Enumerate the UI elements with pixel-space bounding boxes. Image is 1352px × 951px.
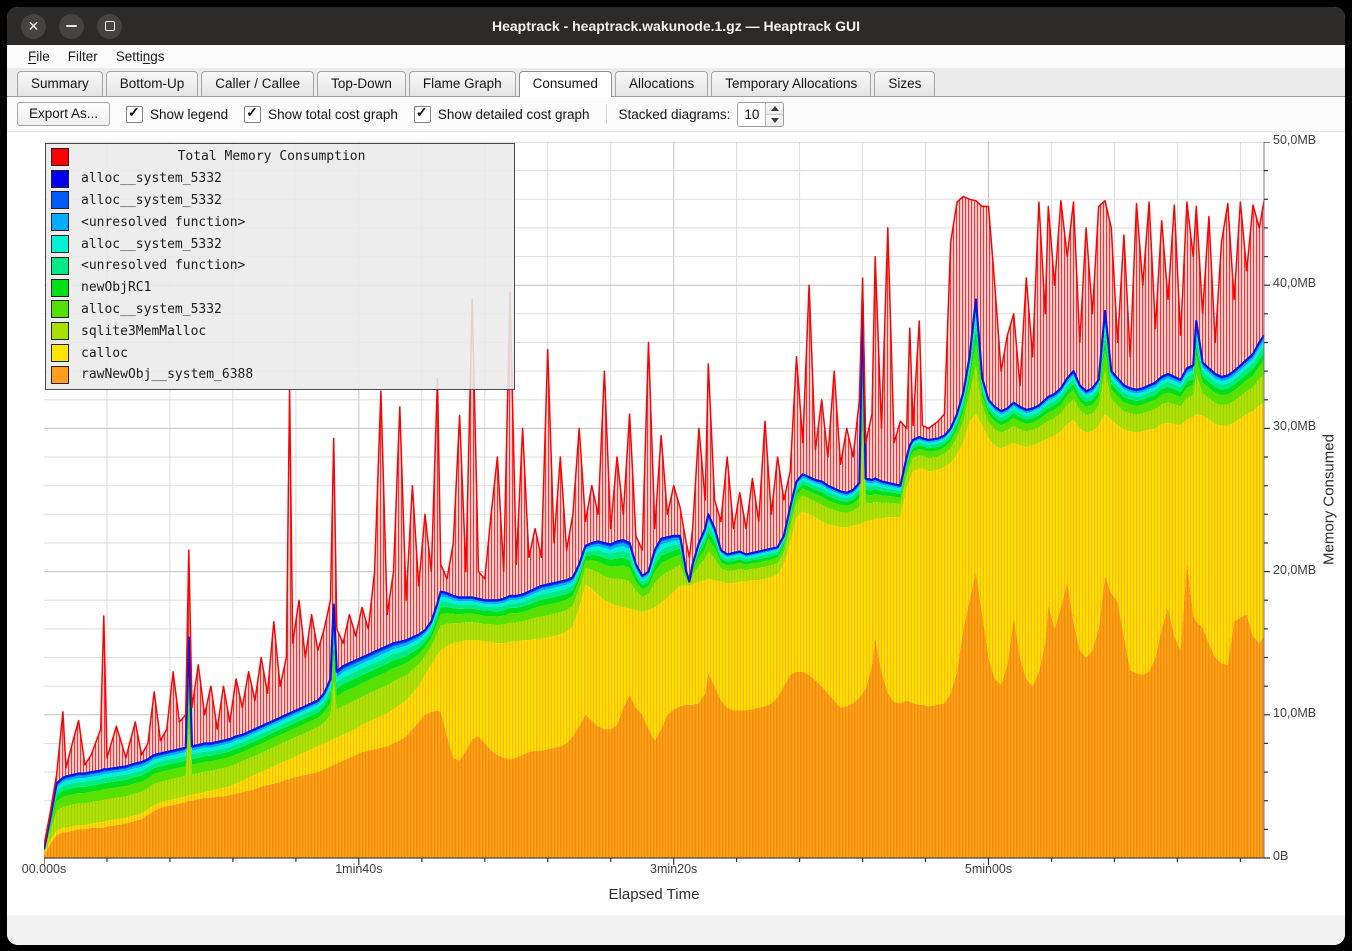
y-tick-label: 20,0MB <box>1273 562 1317 577</box>
arrow-up-icon <box>770 105 779 111</box>
checkbox-group: ✓ Show legend ✓ Show total cost graph ✓ Show … <box>110 103 590 123</box>
check-icon: ✓ <box>415 103 428 120</box>
checkbox-box[interactable]: ✓ <box>413 103 431 123</box>
minimize-button[interactable] <box>59 13 84 39</box>
y-tick-label: 30,0MB <box>1273 419 1317 434</box>
legend-swatch <box>51 169 69 188</box>
toolbar: Export As... ✓ Show legend ✓ Show total cos… <box>7 97 1345 132</box>
stacked-diagrams-spinbox[interactable]: 10 <box>737 101 785 127</box>
legend-swatch <box>51 322 69 341</box>
y-tick-label: 10,0MB <box>1273 705 1317 720</box>
chart-legend: Total Memory Consumption alloc__system_5… <box>45 143 515 390</box>
y-axis-title: Memory Consumed <box>1320 434 1338 565</box>
menu-bar: File Filter Settings <box>7 45 1345 68</box>
legend-swatch <box>51 365 69 384</box>
tab-bottom-up[interactable]: Bottom-Up <box>105 71 199 96</box>
legend-swatch <box>51 256 69 275</box>
arrow-down-icon <box>770 117 779 123</box>
legend-swatch <box>51 278 69 297</box>
checkbox-show-legend[interactable]: ✓ Show legend <box>126 103 229 123</box>
tab-allocations[interactable]: Allocations <box>614 71 709 96</box>
legend-label: newObjRC1 <box>81 280 152 296</box>
spin-up-button[interactable] <box>766 102 784 115</box>
tab-sizes[interactable]: Sizes <box>874 71 936 96</box>
check-icon: ✓ <box>246 103 258 120</box>
y-tick-label: 0B <box>1273 849 1289 863</box>
legend-label: alloc__system_5332 <box>81 171 222 187</box>
window-controls: ✕ <box>21 7 122 45</box>
close-button[interactable]: ✕ <box>21 13 46 39</box>
tab-caller-callee[interactable]: Caller / Callee <box>201 71 315 96</box>
legend-swatch <box>51 344 69 363</box>
legend-label: <unresolved function> <box>81 258 246 274</box>
spin-down-button[interactable] <box>766 114 784 126</box>
tab-summary[interactable]: Summary <box>17 71 103 96</box>
legend-item: rawNewObj__system_6388 <box>46 364 514 386</box>
checkbox-label: Show legend <box>150 106 229 122</box>
y-tick-label: 50,0MB <box>1273 133 1317 147</box>
tab-flame-graph[interactable]: Flame Graph <box>408 71 516 96</box>
legend-swatch <box>51 213 69 232</box>
tab-top-down[interactable]: Top-Down <box>317 71 406 96</box>
x-tick-label: 00.000s <box>21 862 67 876</box>
window-title: Heaptrack - heaptrack.wakunode.1.gz — He… <box>491 18 860 34</box>
legend-label: alloc__system_5332 <box>81 301 222 317</box>
y-tick-label: 40,0MB <box>1273 276 1317 291</box>
legend-label: sqlite3MemMalloc <box>81 323 207 339</box>
stacked-diagrams-value[interactable]: 10 <box>738 102 766 126</box>
legend-label: calloc <box>81 345 128 361</box>
legend-item: sqlite3MemMalloc <box>46 320 514 342</box>
legend-title: Total Memory Consumption <box>177 149 366 165</box>
menu-settings[interactable]: Settings <box>115 49 165 64</box>
legend-label: <unresolved function> <box>81 214 246 230</box>
legend-item: calloc <box>46 342 514 364</box>
checkbox-label: Show total cost graph <box>268 106 398 122</box>
window-footer <box>7 915 1345 945</box>
checkbox-show-total-cost-graph[interactable]: ✓ Show total cost graph <box>244 103 398 123</box>
total-memory-swatch <box>51 147 69 166</box>
maximize-button[interactable] <box>97 13 122 39</box>
checkbox-label: Show detailed cost graph <box>437 106 590 122</box>
legend-item: <unresolved function> <box>46 211 514 233</box>
legend-swatch <box>51 235 69 254</box>
close-icon: ✕ <box>27 18 40 34</box>
titlebar[interactable]: ✕ Heaptrack - heaptrack.wakunode.1.gz — … <box>7 7 1345 45</box>
menu-file[interactable]: File <box>28 49 50 64</box>
stacked-diagrams-label: Stacked diagrams: <box>618 106 731 122</box>
heaptrack-window: ✕ Heaptrack - heaptrack.wakunode.1.gz — … <box>7 7 1345 945</box>
minimize-icon <box>66 25 77 27</box>
menu-filter[interactable]: Filter <box>67 49 98 64</box>
toolbar-separator <box>605 104 607 124</box>
legend-label: alloc__system_5332 <box>81 236 222 252</box>
tab-consumed[interactable]: Consumed <box>518 71 612 97</box>
x-tick-label: 3min20s <box>650 862 698 876</box>
legend-swatch <box>51 191 69 210</box>
legend-label: alloc__system_5332 <box>81 192 222 208</box>
legend-item: alloc__system_5332 <box>46 168 514 190</box>
legend-item: newObjRC1 <box>46 277 514 299</box>
legend-item: <unresolved function> <box>46 255 514 277</box>
x-tick-label: 5min00s <box>964 862 1013 876</box>
legend-item: alloc__system_5332 <box>46 233 514 255</box>
export-as-button[interactable]: Export As... <box>17 102 111 126</box>
legend-item: alloc__system_5332 <box>46 299 514 321</box>
consumed-chart-region: 00.000s 1min40s 3min20s 5min00s 0B 10,0MB 20,… <box>7 132 1345 915</box>
checkbox-box[interactable]: ✓ <box>244 103 262 123</box>
tab-temporary-allocations[interactable]: Temporary Allocations <box>711 71 872 96</box>
memory-consumption-chart[interactable] <box>44 142 1270 866</box>
maximize-icon <box>104 21 115 31</box>
tab-bar: Summary Bottom-Up Caller / Callee Top-Down F… <box>7 68 1345 97</box>
legend-swatch <box>51 300 69 319</box>
spinner-buttons <box>765 102 784 126</box>
x-tick-label: 1min40s <box>335 862 383 876</box>
legend-title-row: Total Memory Consumption <box>46 146 514 168</box>
legend-item: alloc__system_5332 <box>46 190 514 212</box>
x-axis-title: Elapsed Time <box>608 886 700 903</box>
checkbox-show-detailed-cost-graph[interactable]: ✓ Show detailed cost graph <box>413 103 590 123</box>
axis-ticks <box>44 142 1270 865</box>
check-icon: ✓ <box>128 103 140 120</box>
legend-label: rawNewObj__system_6388 <box>81 367 254 383</box>
checkbox-box[interactable]: ✓ <box>126 103 144 123</box>
